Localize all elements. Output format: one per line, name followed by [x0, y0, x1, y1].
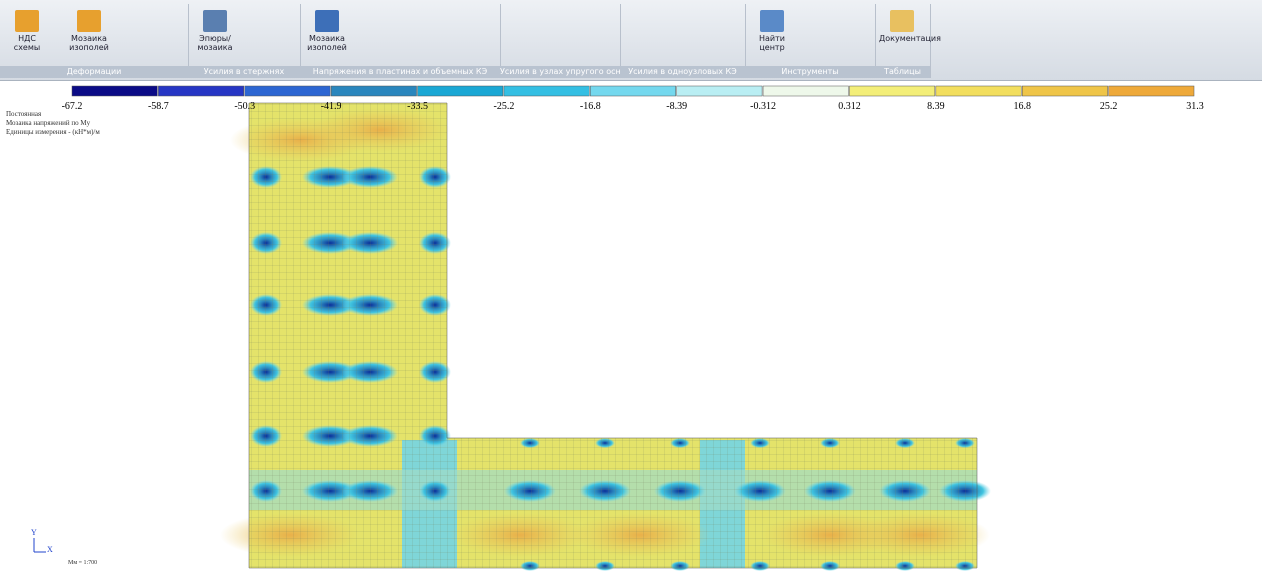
button-icon — [15, 10, 39, 32]
group-caption: Усилия в стержнях — [188, 66, 300, 78]
info-text: Постоянная Мозаика напряжений по Mу Единиц… — [6, 110, 100, 137]
scale-label: -8.39 — [666, 101, 687, 112]
group-caption: Усилия в узлах упругого основания — [500, 66, 620, 78]
scale-segment — [244, 85, 331, 97]
group-caption: Напряжения в пластинах и объемных КЭ — [300, 66, 500, 78]
ribbon-button[interactable]: Документация — [879, 34, 941, 43]
ribbon-button[interactable]: НДС схемы — [13, 34, 41, 52]
scale-note: Мм = 1:700 — [68, 560, 97, 566]
axis-y: Y — [31, 528, 37, 537]
scale-label: -25.2 — [494, 101, 515, 112]
scale-segment — [1108, 85, 1195, 97]
button-icon — [77, 10, 101, 32]
scale-label: -67.2 — [62, 101, 83, 112]
button-icon — [315, 10, 339, 32]
button-icon — [890, 10, 914, 32]
axis-icon: Y X — [31, 528, 53, 554]
scale-segment — [849, 85, 936, 97]
ribbon: Деформации НДС схемы Мозаика изополей Усили… — [0, 0, 1262, 81]
scale-segment — [71, 85, 158, 97]
scale-segment — [762, 85, 849, 97]
scale-label: 25.2 — [1100, 101, 1118, 112]
ribbon-group: Инструменты Найти центр — [745, 4, 876, 78]
button-icon — [203, 10, 227, 32]
group-caption: Инструменты — [745, 66, 875, 78]
info-line: Единицы измерения - (кН*м)/м — [6, 128, 100, 136]
scale-segment — [676, 85, 763, 97]
ribbon-button[interactable]: Мозаика изополей — [307, 34, 347, 52]
info-line: Постоянная — [6, 110, 42, 118]
info-line: Мозаика напряжений по Mу — [6, 119, 91, 127]
group-caption: Таблицы — [875, 66, 930, 78]
ribbon-group: Напряжения в пластинах и объемных КЭ Моза… — [300, 4, 501, 78]
group-caption: Усилия в одноузловых КЭ — [620, 66, 745, 78]
ribbon-button[interactable]: Эпюры/ мозаика — [197, 34, 233, 52]
ribbon-group: Деформации НДС схемы Мозаика изополей — [0, 4, 189, 78]
scale-label: -33.5 — [407, 101, 428, 112]
scale-segment — [503, 85, 590, 97]
ribbon-group: Усилия в стержнях Эпюры/ мозаика — [188, 4, 301, 78]
scale-label: 16.8 — [1013, 101, 1031, 112]
scale-label: 31.3 — [1186, 101, 1204, 112]
button-icon — [760, 10, 784, 32]
group-caption: Деформации — [0, 66, 188, 78]
scale-label: -58.7 — [148, 101, 169, 112]
ribbon-button[interactable]: Найти центр — [759, 34, 785, 52]
axis-x: X — [47, 545, 53, 554]
scale-label: 8.39 — [927, 101, 945, 112]
scale-label: -0.312 — [750, 101, 776, 112]
ribbon-group: Усилия в узлах упругого основания — [500, 4, 621, 78]
ribbon-group: Таблицы Документация — [875, 4, 941, 78]
scale-segment — [330, 85, 417, 97]
ribbon-group: Усилия в одноузловых КЭ — [620, 4, 746, 78]
scale-segment — [1021, 85, 1108, 97]
mesh — [248, 102, 978, 569]
scale-segment — [590, 85, 676, 97]
scale-segment — [158, 85, 245, 97]
scale-segment — [417, 85, 504, 97]
scale-segment — [935, 85, 1022, 97]
scale-label: -50.3 — [234, 101, 255, 112]
ribbon-button[interactable]: Мозаика изополей — [69, 34, 109, 52]
scale-label: -41.9 — [321, 101, 342, 112]
scale-label: 0.312 — [838, 101, 861, 112]
scale-label: -16.8 — [580, 101, 601, 112]
